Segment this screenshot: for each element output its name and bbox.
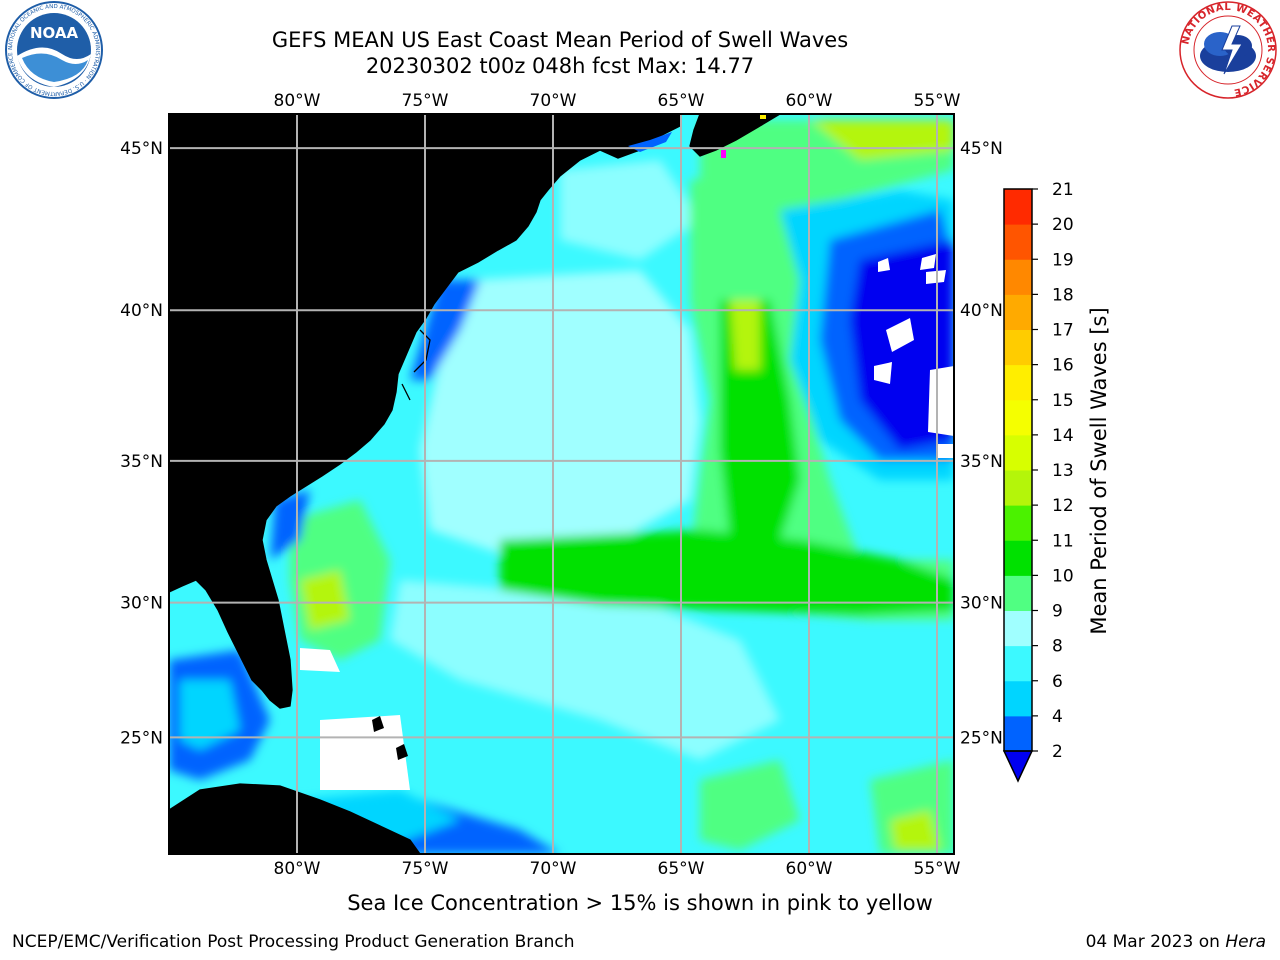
lon-tick-label: 80°W	[274, 859, 321, 879]
sea-ice-caption: Sea Ice Concentration > 15% is shown in …	[347, 891, 933, 915]
colorbar-segment	[1004, 294, 1032, 330]
colorbar-tick-label: 17	[1052, 321, 1074, 341]
colorbar-segment	[1004, 364, 1032, 401]
noaa-logo-text: NOAA	[30, 24, 79, 42]
colorbar-tick-label: 18	[1052, 285, 1074, 305]
lon-tick-label: 70°W	[530, 859, 577, 879]
colorbar-tick-label: 8	[1052, 637, 1063, 657]
coastlines	[169, 114, 782, 854]
colorbar-segment	[1004, 575, 1032, 611]
colorbar-tick-label: 10	[1052, 566, 1074, 586]
lat-tick-labels-right: 45°N 40°N 35°N 30°N 25°N	[960, 139, 1003, 748]
nova-scotia-land	[690, 114, 780, 156]
map-subtitle: 20230302 t00z 048h fcst Max: 14.77	[365, 54, 755, 78]
lon-tick-label: 80°W	[274, 91, 321, 111]
map-field	[169, 114, 954, 854]
colorbar-segment	[1004, 540, 1032, 576]
colorbar-tick-label: 14	[1052, 426, 1074, 446]
colorbar-tick-label: 9	[1052, 602, 1063, 622]
colorbar-tick-label: 21	[1052, 180, 1074, 200]
footer-credit: NCEP/EMC/Verification Post Processing Pr…	[12, 932, 575, 952]
lon-tick-label: 65°W	[658, 91, 705, 111]
lon-tick-label: 75°W	[402, 91, 449, 111]
colorbar-segment	[1004, 224, 1032, 260]
footer-date: 04 Mar 2023 on Hera	[1086, 932, 1266, 952]
lon-tick-label: 60°W	[786, 91, 833, 111]
colorbar-tick-label: 19	[1052, 250, 1074, 270]
lat-tick-label: 35°N	[960, 452, 1003, 472]
lon-tick-labels-top: 80°W 75°W 70°W 65°W 60°W 55°W	[274, 91, 961, 111]
colorbar-segment	[1004, 259, 1032, 295]
cuba-land	[169, 784, 420, 854]
no-data-areas	[300, 254, 954, 790]
colorbar-tick-label: 4	[1052, 707, 1063, 727]
lat-tick-label: 30°N	[960, 594, 1003, 614]
lon-tick-label: 55°W	[914, 91, 961, 111]
colorbar-segment	[1004, 399, 1032, 436]
colorbar-segment	[1004, 189, 1032, 225]
lat-tick-label: 45°N	[120, 139, 163, 159]
sea-ice-mark	[721, 150, 726, 158]
colorbar-tick-label: 16	[1052, 356, 1074, 376]
colorbar-segment	[1004, 329, 1032, 366]
colorbar-segment	[1004, 434, 1032, 471]
colorbar-tick-label: 12	[1052, 496, 1074, 516]
nws-logo: NATIONAL WEATHER SERVICE	[1179, 1, 1277, 99]
lat-tick-label: 40°N	[120, 301, 163, 321]
period-contours	[169, 120, 954, 854]
colorbar-tick-label: 6	[1052, 672, 1063, 692]
bahamas-land	[372, 716, 408, 760]
lat-tick-labels-left: 45°N 40°N 35°N 30°N 25°N	[120, 139, 163, 748]
lat-tick-label: 45°N	[960, 139, 1003, 159]
colorbar-tick-label: 11	[1052, 531, 1074, 551]
lat-tick-label: 25°N	[120, 728, 163, 748]
lat-tick-label: 40°N	[960, 301, 1003, 321]
colorbar-segment	[1004, 715, 1032, 752]
colorbar-segment	[1004, 505, 1032, 541]
lat-tick-label: 35°N	[120, 452, 163, 472]
sea-ice-mark	[760, 114, 766, 119]
lon-tick-label: 55°W	[914, 859, 961, 879]
gulf-of-maine-swell	[628, 132, 672, 152]
colorbar-under-arrow	[1002, 750, 1034, 783]
lon-tick-label: 75°W	[402, 859, 449, 879]
lon-tick-label: 65°W	[658, 859, 705, 879]
colorbar-segment	[1004, 680, 1032, 717]
colorbar-tick-label: 2	[1052, 742, 1063, 762]
colorbar-tick-label: 15	[1052, 391, 1074, 411]
colorbar-segment	[1004, 645, 1032, 682]
colorbar-tick-label: 20	[1052, 215, 1074, 235]
map-gridlines	[169, 114, 954, 854]
colorbar-title: Mean Period of Swell Waves [s]	[1087, 307, 1111, 634]
footer-system: Hera	[1225, 932, 1266, 952]
lat-tick-label: 25°N	[960, 728, 1003, 748]
map-frame	[168, 113, 955, 855]
lat-tick-label: 30°N	[120, 594, 163, 614]
lon-tick-label: 60°W	[786, 859, 833, 879]
noaa-logo: NOAA NATIONAL OCEANIC AND ATMOSPHERIC AD…	[5, 1, 103, 99]
lon-tick-labels-bottom: 80°W 75°W 70°W 65°W 60°W 55°W	[274, 859, 961, 879]
colorbar-segment	[1004, 610, 1032, 647]
map-title: GEFS MEAN US East Coast Mean Period of S…	[271, 28, 849, 52]
colorbar: 2 4 6 8 9 10 11 12 13 14 15 16 17 18 19 20 21	[1002, 180, 1074, 783]
colorbar-tick-label: 13	[1052, 461, 1074, 481]
lon-tick-label: 70°W	[530, 91, 577, 111]
footer-date-text: 04 Mar 2023 on	[1085, 932, 1220, 952]
colorbar-segment	[1004, 470, 1032, 506]
